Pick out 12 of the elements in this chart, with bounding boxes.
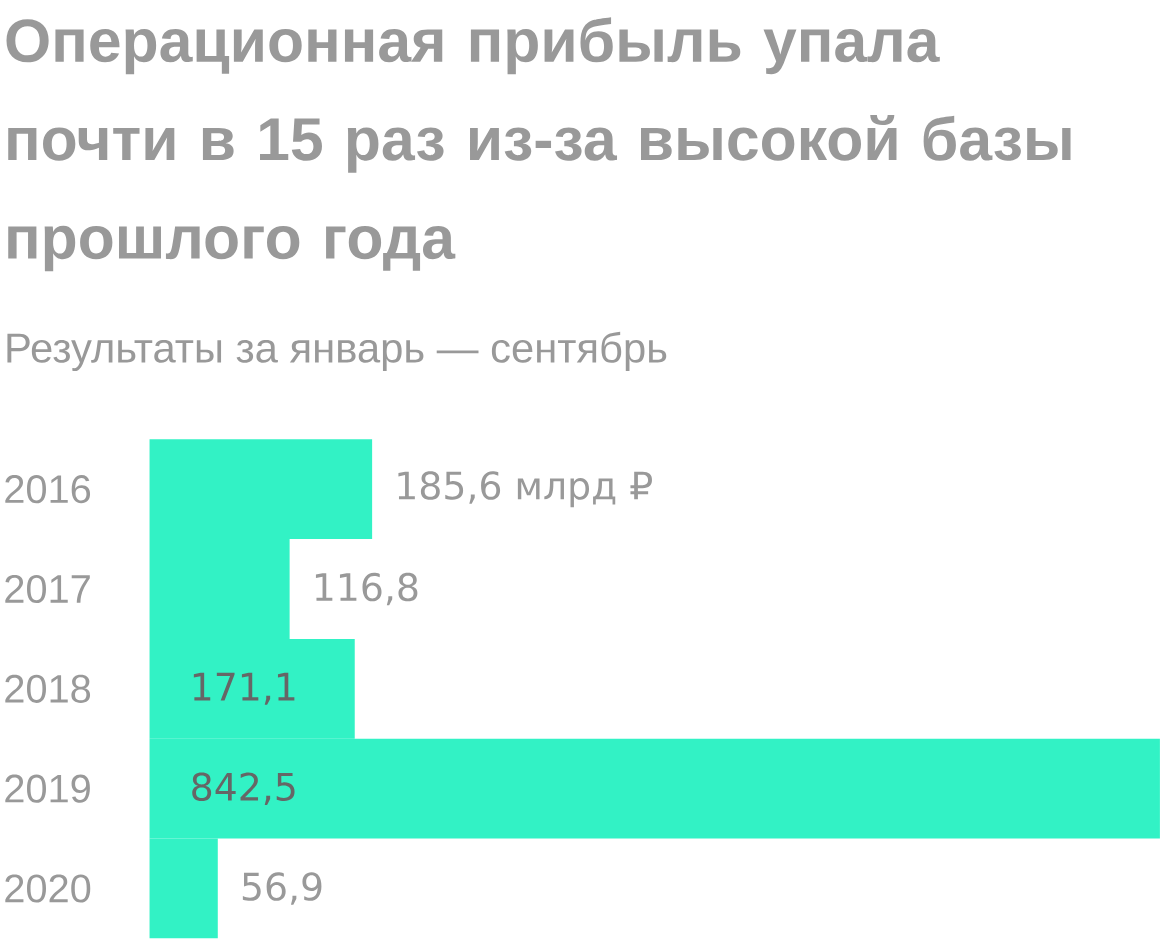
y-tick-label: 2018 [5,674,91,703]
data-label: 842,5 [192,772,295,805]
data-label: 116,8 [315,572,418,606]
y-tick-label: 2019 [5,774,90,803]
data-label: 185,6 млрд ₽ [398,471,652,507]
data-label: 171,1 [193,672,295,705]
data-label: 56,9 [242,872,322,905]
chart-subtitle: Результаты за январь — сентябрь [7,331,667,371]
y-tick-label: 2016 [5,474,91,504]
y-tick-label: 2017 [5,574,90,603]
y-tick-label: 2020 [5,874,91,903]
chart-title: Операционная прибыль упала почти в 15 раз из-за высокой базы прошлого года [6,16,1071,271]
